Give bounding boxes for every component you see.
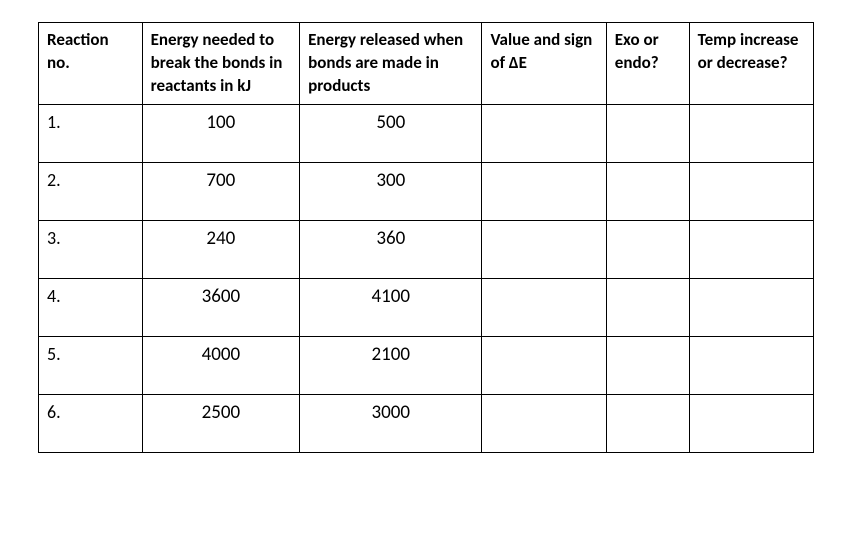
cell-temp (689, 162, 813, 220)
cell-energy-break: 240 (142, 220, 299, 278)
cell-delta-e (482, 220, 606, 278)
table-row: 5. 4000 2100 (39, 336, 814, 394)
cell-delta-e (482, 278, 606, 336)
cell-reaction-no: 3. (39, 220, 143, 278)
cell-exo-endo (606, 394, 689, 452)
table-row: 3. 240 360 (39, 220, 814, 278)
cell-exo-endo (606, 336, 689, 394)
table-row: 2. 700 300 (39, 162, 814, 220)
cell-delta-e (482, 336, 606, 394)
col-header-delta-e: Value and sign of ΔE (482, 23, 606, 105)
cell-temp (689, 394, 813, 452)
cell-exo-endo (606, 162, 689, 220)
col-header-exo-endo: Exo or endo? (606, 23, 689, 105)
cell-energy-break: 3600 (142, 278, 299, 336)
cell-temp (689, 278, 813, 336)
col-header-energy-break: Energy needed to break the bonds in reac… (142, 23, 299, 105)
cell-temp (689, 104, 813, 162)
cell-reaction-no: 1. (39, 104, 143, 162)
cell-reaction-no: 5. (39, 336, 143, 394)
cell-exo-endo (606, 220, 689, 278)
col-header-reaction-no: Reaction no. (39, 23, 143, 105)
cell-delta-e (482, 394, 606, 452)
cell-energy-release: 300 (300, 162, 482, 220)
cell-delta-e (482, 104, 606, 162)
cell-reaction-no: 4. (39, 278, 143, 336)
header-row: Reaction no. Energy needed to break the … (39, 23, 814, 105)
cell-energy-release: 3000 (300, 394, 482, 452)
table-row: 1. 100 500 (39, 104, 814, 162)
cell-energy-break: 2500 (142, 394, 299, 452)
cell-reaction-no: 2. (39, 162, 143, 220)
cell-energy-break: 700 (142, 162, 299, 220)
col-header-temp: Temp increase or decrease? (689, 23, 813, 105)
cell-energy-release: 500 (300, 104, 482, 162)
cell-energy-break: 4000 (142, 336, 299, 394)
col-header-energy-release: Energy released when bonds are made in p… (300, 23, 482, 105)
cell-energy-release: 4100 (300, 278, 482, 336)
cell-energy-break: 100 (142, 104, 299, 162)
cell-energy-release: 2100 (300, 336, 482, 394)
table-row: 6. 2500 3000 (39, 394, 814, 452)
cell-exo-endo (606, 104, 689, 162)
cell-delta-e (482, 162, 606, 220)
cell-energy-release: 360 (300, 220, 482, 278)
cell-temp (689, 336, 813, 394)
table-row: 4. 3600 4100 (39, 278, 814, 336)
cell-exo-endo (606, 278, 689, 336)
energy-table: Reaction no. Energy needed to break the … (38, 22, 814, 453)
cell-reaction-no: 6. (39, 394, 143, 452)
cell-temp (689, 220, 813, 278)
